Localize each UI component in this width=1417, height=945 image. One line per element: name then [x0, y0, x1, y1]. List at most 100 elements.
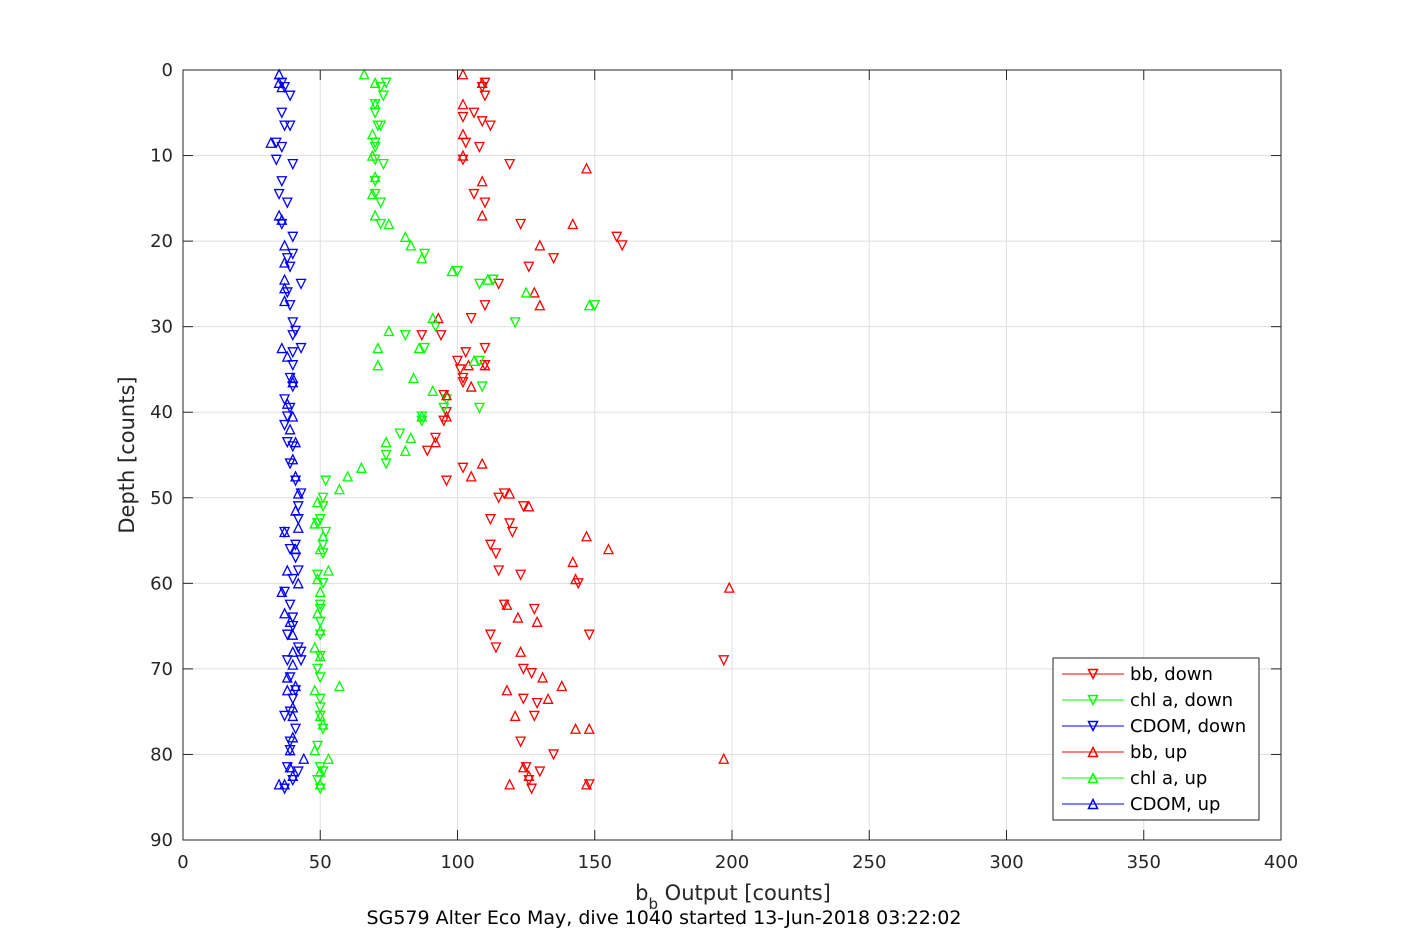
x-tick-label: 350	[1127, 852, 1161, 873]
data-point	[517, 501, 529, 513]
y-tick-label: 0	[162, 60, 173, 81]
data-point	[580, 162, 593, 174]
y-tick-label: 60	[150, 573, 173, 594]
data-point	[473, 402, 486, 414]
data-point	[723, 581, 735, 593]
data-point	[281, 671, 293, 683]
data-point	[504, 518, 516, 530]
data-point	[287, 709, 299, 722]
x-tick-label: 100	[440, 852, 474, 873]
data-point	[523, 769, 535, 781]
data-point	[446, 265, 458, 277]
data-point	[504, 487, 516, 499]
data-point	[479, 359, 491, 371]
data-point	[515, 645, 527, 657]
data-point	[548, 253, 560, 265]
data-point	[429, 432, 442, 444]
legend-marker	[1087, 694, 1099, 707]
data-point	[287, 231, 299, 243]
data-point	[567, 218, 579, 230]
data-point	[490, 642, 502, 654]
data-point	[380, 458, 392, 470]
data-point	[416, 330, 428, 342]
data-point	[284, 744, 296, 756]
data-point	[405, 239, 417, 251]
data-point	[287, 658, 299, 670]
data-point	[580, 530, 593, 542]
data-point	[292, 487, 304, 499]
y-tick-label: 30	[150, 317, 173, 338]
x-tick-label: 250	[852, 852, 886, 873]
data-point	[416, 410, 428, 422]
data-point	[287, 360, 299, 372]
data-point	[279, 120, 291, 132]
legend-marker	[1087, 720, 1099, 733]
legend-label: CDOM, down	[1130, 716, 1246, 737]
data-point	[405, 431, 417, 444]
data-point	[473, 355, 486, 367]
y-tick-label: 10	[150, 146, 173, 167]
data-point	[295, 646, 307, 658]
data-point	[279, 778, 291, 790]
data-point	[322, 564, 335, 576]
data-point	[317, 718, 329, 730]
y-tick-label: 80	[150, 744, 173, 765]
data-point	[534, 239, 546, 251]
data-point	[372, 342, 384, 354]
data-point	[413, 342, 425, 354]
data-point	[311, 573, 324, 585]
data-point	[314, 693, 326, 705]
data-point	[476, 209, 488, 221]
legend-marker	[1087, 745, 1099, 758]
data-point	[314, 543, 326, 555]
data-point	[279, 282, 291, 294]
data-point	[383, 324, 395, 337]
data-point	[451, 265, 464, 278]
data-point	[451, 355, 464, 367]
data-point	[289, 436, 302, 448]
data-point	[292, 577, 304, 589]
data-point	[509, 317, 521, 329]
data-point	[314, 765, 326, 777]
data-point	[383, 218, 395, 230]
data-point	[281, 655, 293, 667]
data-point	[569, 573, 582, 585]
data-point	[394, 428, 406, 440]
data-point	[276, 176, 288, 188]
data-point	[265, 136, 277, 148]
data-point	[284, 761, 296, 773]
data-point	[465, 470, 477, 482]
data-point	[287, 731, 299, 743]
data-point	[583, 629, 595, 641]
data-point	[528, 603, 540, 615]
series-bb-down	[416, 77, 730, 795]
data-point	[515, 736, 527, 748]
data-point	[520, 286, 532, 298]
data-point	[523, 500, 535, 512]
data-point	[279, 586, 291, 598]
x-tick-label: 200	[715, 852, 749, 873]
data-point	[490, 548, 502, 560]
data-point	[583, 299, 595, 311]
data-point	[333, 680, 346, 692]
data-point	[279, 607, 291, 619]
data-point	[314, 650, 326, 662]
data-point	[473, 278, 486, 290]
data-point	[457, 68, 469, 80]
data-point	[311, 607, 324, 619]
data-point	[583, 722, 595, 734]
data-point	[284, 543, 296, 556]
data-point	[408, 372, 420, 384]
data-point	[311, 496, 324, 508]
data-point	[515, 218, 527, 230]
y-tick-label: 20	[150, 231, 173, 252]
data-point	[366, 149, 378, 161]
dive-caption: SG579 Alter Eco May, dive 1040 started 1…	[367, 907, 962, 929]
data-point	[602, 543, 615, 555]
data-point	[457, 149, 469, 161]
data-point	[273, 188, 285, 201]
data-point	[311, 569, 324, 581]
data-point	[479, 90, 491, 102]
data-point	[517, 693, 529, 705]
data-point	[476, 381, 488, 393]
